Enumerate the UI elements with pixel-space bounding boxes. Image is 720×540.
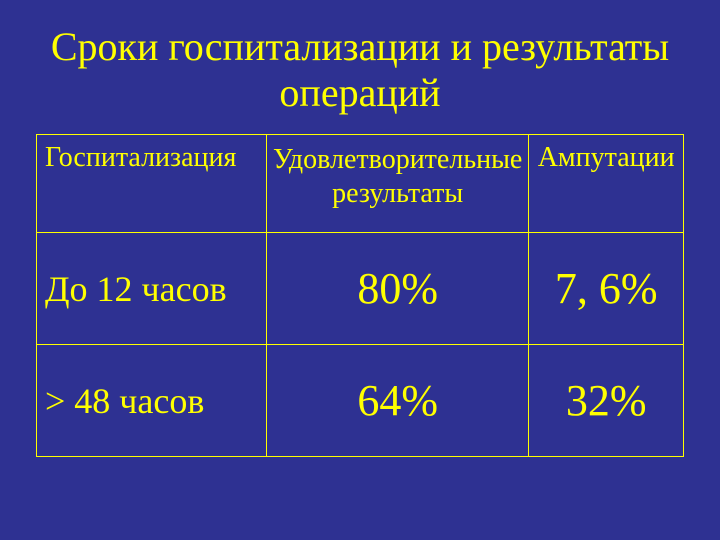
- cell-value: 80%: [267, 233, 529, 345]
- slide: Сроки госпитализации и результаты операц…: [0, 0, 720, 540]
- row-label: > 48 часов: [37, 345, 267, 457]
- cell-value: 64%: [267, 345, 529, 457]
- results-table: Госпитализация Удовлетворительные резуль…: [36, 134, 684, 457]
- col-header-hospitalization: Госпитализация: [37, 135, 267, 233]
- row-label: До 12 часов: [37, 233, 267, 345]
- col-header-amputations: Ампутации: [529, 135, 684, 233]
- table-row: До 12 часов 80% 7, 6%: [37, 233, 684, 345]
- table-row: > 48 часов 64% 32%: [37, 345, 684, 457]
- cell-value: 7, 6%: [529, 233, 684, 345]
- cell-value: 32%: [529, 345, 684, 457]
- slide-title: Сроки госпитализации и результаты операц…: [36, 24, 684, 116]
- table-header-row: Госпитализация Удовлетворительные резуль…: [37, 135, 684, 233]
- col-header-satisfactory: Удовлетворительные результаты: [267, 135, 529, 233]
